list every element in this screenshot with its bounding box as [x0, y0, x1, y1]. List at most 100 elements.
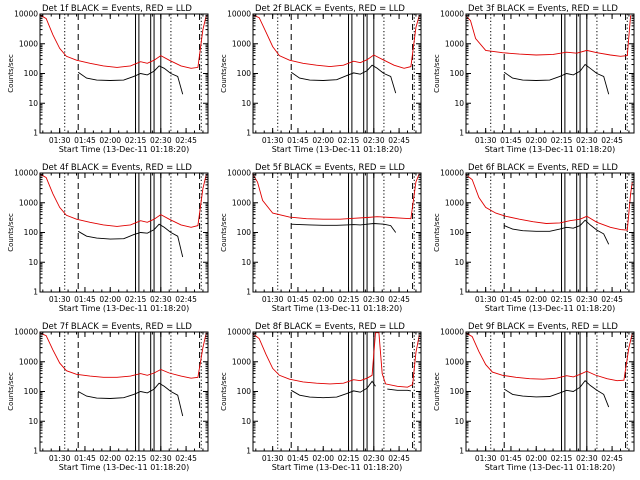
- x-tick-label: 01:45: [287, 295, 309, 304]
- x-tick-label: 02:15: [338, 454, 360, 463]
- detector-panel-8: Det 8f BLACK = Events, RED = LLD 1 10 100 10…: [220, 322, 422, 472]
- x-axis-label: Start Time (13-Dec-11 01:18:20): [59, 463, 190, 472]
- y-tick-label: 100: [450, 387, 465, 396]
- y-tick-label: 1000: [232, 357, 251, 366]
- y-tick-label: 10: [28, 99, 38, 108]
- y-tick-label: 1: [459, 129, 464, 138]
- y-tick-label: 10: [241, 417, 251, 426]
- y-tick-label: 1000: [19, 198, 38, 207]
- x-tick-label: 02:45: [175, 295, 197, 304]
- x-tick-label: 02:15: [125, 454, 147, 463]
- x-tick-label: 01:30: [262, 454, 284, 463]
- x-tick-label: 02:45: [601, 454, 623, 463]
- panel-title: Det 7f BLACK = Events, RED = LLD: [42, 322, 192, 332]
- detector-panel-3: Det 3f BLACK = Events, RED = LLD 1 10 100 10…: [433, 4, 635, 154]
- y-tick-label: 10: [28, 258, 38, 267]
- x-tick-label: 01:30: [49, 295, 71, 304]
- x-tick-label: 02:15: [338, 136, 360, 145]
- x-tick-label: 02:30: [150, 136, 172, 145]
- y-tick-label: 10: [28, 417, 38, 426]
- y-tick-label: 100: [237, 69, 252, 78]
- y-axis-label: Counts/sec: [220, 54, 228, 93]
- x-tick-label: 02:00: [525, 136, 547, 145]
- panel-title: Det 2f BLACK = Events, RED = LLD: [255, 4, 405, 14]
- y-axis-label: Counts/sec: [7, 213, 15, 252]
- y-tick-label: 1: [459, 447, 464, 456]
- detector-panel-6: Det 6f BLACK = Events, RED = LLD 1 10 100 10…: [433, 163, 635, 313]
- panel-title: Det 4f BLACK = Events, RED = LLD: [42, 163, 192, 173]
- panel-title: Det 3f BLACK = Events, RED = LLD: [468, 4, 618, 14]
- x-tick-label: 01:30: [49, 454, 71, 463]
- x-tick-label: 02:00: [99, 295, 121, 304]
- x-tick-label: 01:30: [475, 454, 497, 463]
- y-tick-label: 100: [450, 69, 465, 78]
- panel-title: Det 8f BLACK = Events, RED = LLD: [255, 322, 405, 332]
- x-tick-label: 02:15: [338, 295, 360, 304]
- x-tick-label: 02:30: [576, 454, 598, 463]
- events-series-line: [77, 65, 184, 95]
- events-series-line: [290, 380, 411, 399]
- x-tick-label: 01:45: [500, 295, 522, 304]
- events-series-line: [291, 223, 397, 233]
- x-tick-label: 02:15: [125, 295, 147, 304]
- x-axis-label: Start Time (13-Dec-11 01:18:20): [59, 145, 190, 154]
- detector-panel-7: Det 7f BLACK = Events, RED = LLD 1 10 100 10…: [7, 322, 209, 472]
- y-tick-label: 1000: [232, 198, 251, 207]
- events-series-line: [77, 382, 184, 417]
- x-axis-label: Start Time (13-Dec-11 01:18:20): [272, 304, 403, 313]
- events-series-line: [503, 63, 610, 95]
- y-tick-label: 10000: [14, 169, 38, 178]
- detector-panel-9: Det 9f BLACK = Events, RED = LLD 1 10 100 10…: [433, 322, 635, 472]
- x-tick-label: 02:15: [551, 295, 573, 304]
- events-series-line: [503, 380, 610, 408]
- x-tick-label: 02:00: [312, 295, 334, 304]
- y-axis-label: Counts/sec: [433, 372, 441, 411]
- y-axis-label: Counts/sec: [7, 372, 15, 411]
- x-tick-label: 01:30: [475, 136, 497, 145]
- x-tick-label: 01:45: [287, 136, 309, 145]
- y-tick-label: 10000: [440, 10, 464, 19]
- y-tick-label: 10: [241, 258, 251, 267]
- y-tick-label: 10000: [227, 10, 251, 19]
- x-axis-label: Start Time (13-Dec-11 01:18:20): [485, 304, 616, 313]
- x-tick-label: 02:00: [99, 136, 121, 145]
- x-tick-label: 02:30: [363, 136, 385, 145]
- y-tick-label: 100: [450, 228, 465, 237]
- y-tick-label: 10: [454, 417, 464, 426]
- x-tick-label: 02:00: [525, 454, 547, 463]
- y-tick-label: 1000: [19, 39, 38, 48]
- lld-series-line: [465, 15, 632, 57]
- y-tick-label: 1000: [19, 357, 38, 366]
- x-tick-label: 01:45: [74, 295, 96, 304]
- detector-panel-4: Det 4f BLACK = Events, RED = LLD 1 10 100 10…: [7, 163, 209, 313]
- x-axis-label: Start Time (13-Dec-11 01:18:20): [59, 304, 190, 313]
- y-tick-label: 10: [454, 99, 464, 108]
- x-axis-label: Start Time (13-Dec-11 01:18:20): [485, 145, 616, 154]
- x-tick-label: 01:45: [500, 136, 522, 145]
- x-tick-label: 02:30: [150, 454, 172, 463]
- x-tick-label: 02:45: [601, 295, 623, 304]
- y-tick-label: 1: [246, 447, 251, 456]
- x-tick-label: 02:15: [125, 136, 147, 145]
- lld-series-line: [39, 14, 207, 69]
- lld-series-line: [39, 173, 207, 228]
- lld-series-line: [252, 173, 420, 220]
- y-tick-label: 100: [24, 228, 39, 237]
- y-tick-label: 100: [237, 228, 252, 237]
- x-axis-label: Start Time (13-Dec-11 01:18:20): [272, 463, 403, 472]
- y-tick-label: 1000: [445, 198, 464, 207]
- y-axis-label: Counts/sec: [433, 54, 441, 93]
- x-tick-label: 02:45: [388, 136, 410, 145]
- panel-title: Det 1f BLACK = Events, RED = LLD: [42, 4, 192, 14]
- detector-panel-5: Det 5f BLACK = Events, RED = LLD 1 10 100 10…: [220, 163, 422, 313]
- y-tick-label: 1: [246, 288, 251, 297]
- events-series-line: [504, 219, 610, 245]
- x-tick-label: 02:15: [551, 454, 573, 463]
- x-tick-label: 02:30: [363, 454, 385, 463]
- y-axis-label: Counts/sec: [7, 54, 15, 93]
- y-tick-label: 1000: [445, 357, 464, 366]
- lld-series-line: [465, 332, 633, 382]
- x-tick-label: 02:45: [388, 295, 410, 304]
- y-tick-label: 10000: [440, 169, 464, 178]
- y-tick-label: 1: [33, 288, 38, 297]
